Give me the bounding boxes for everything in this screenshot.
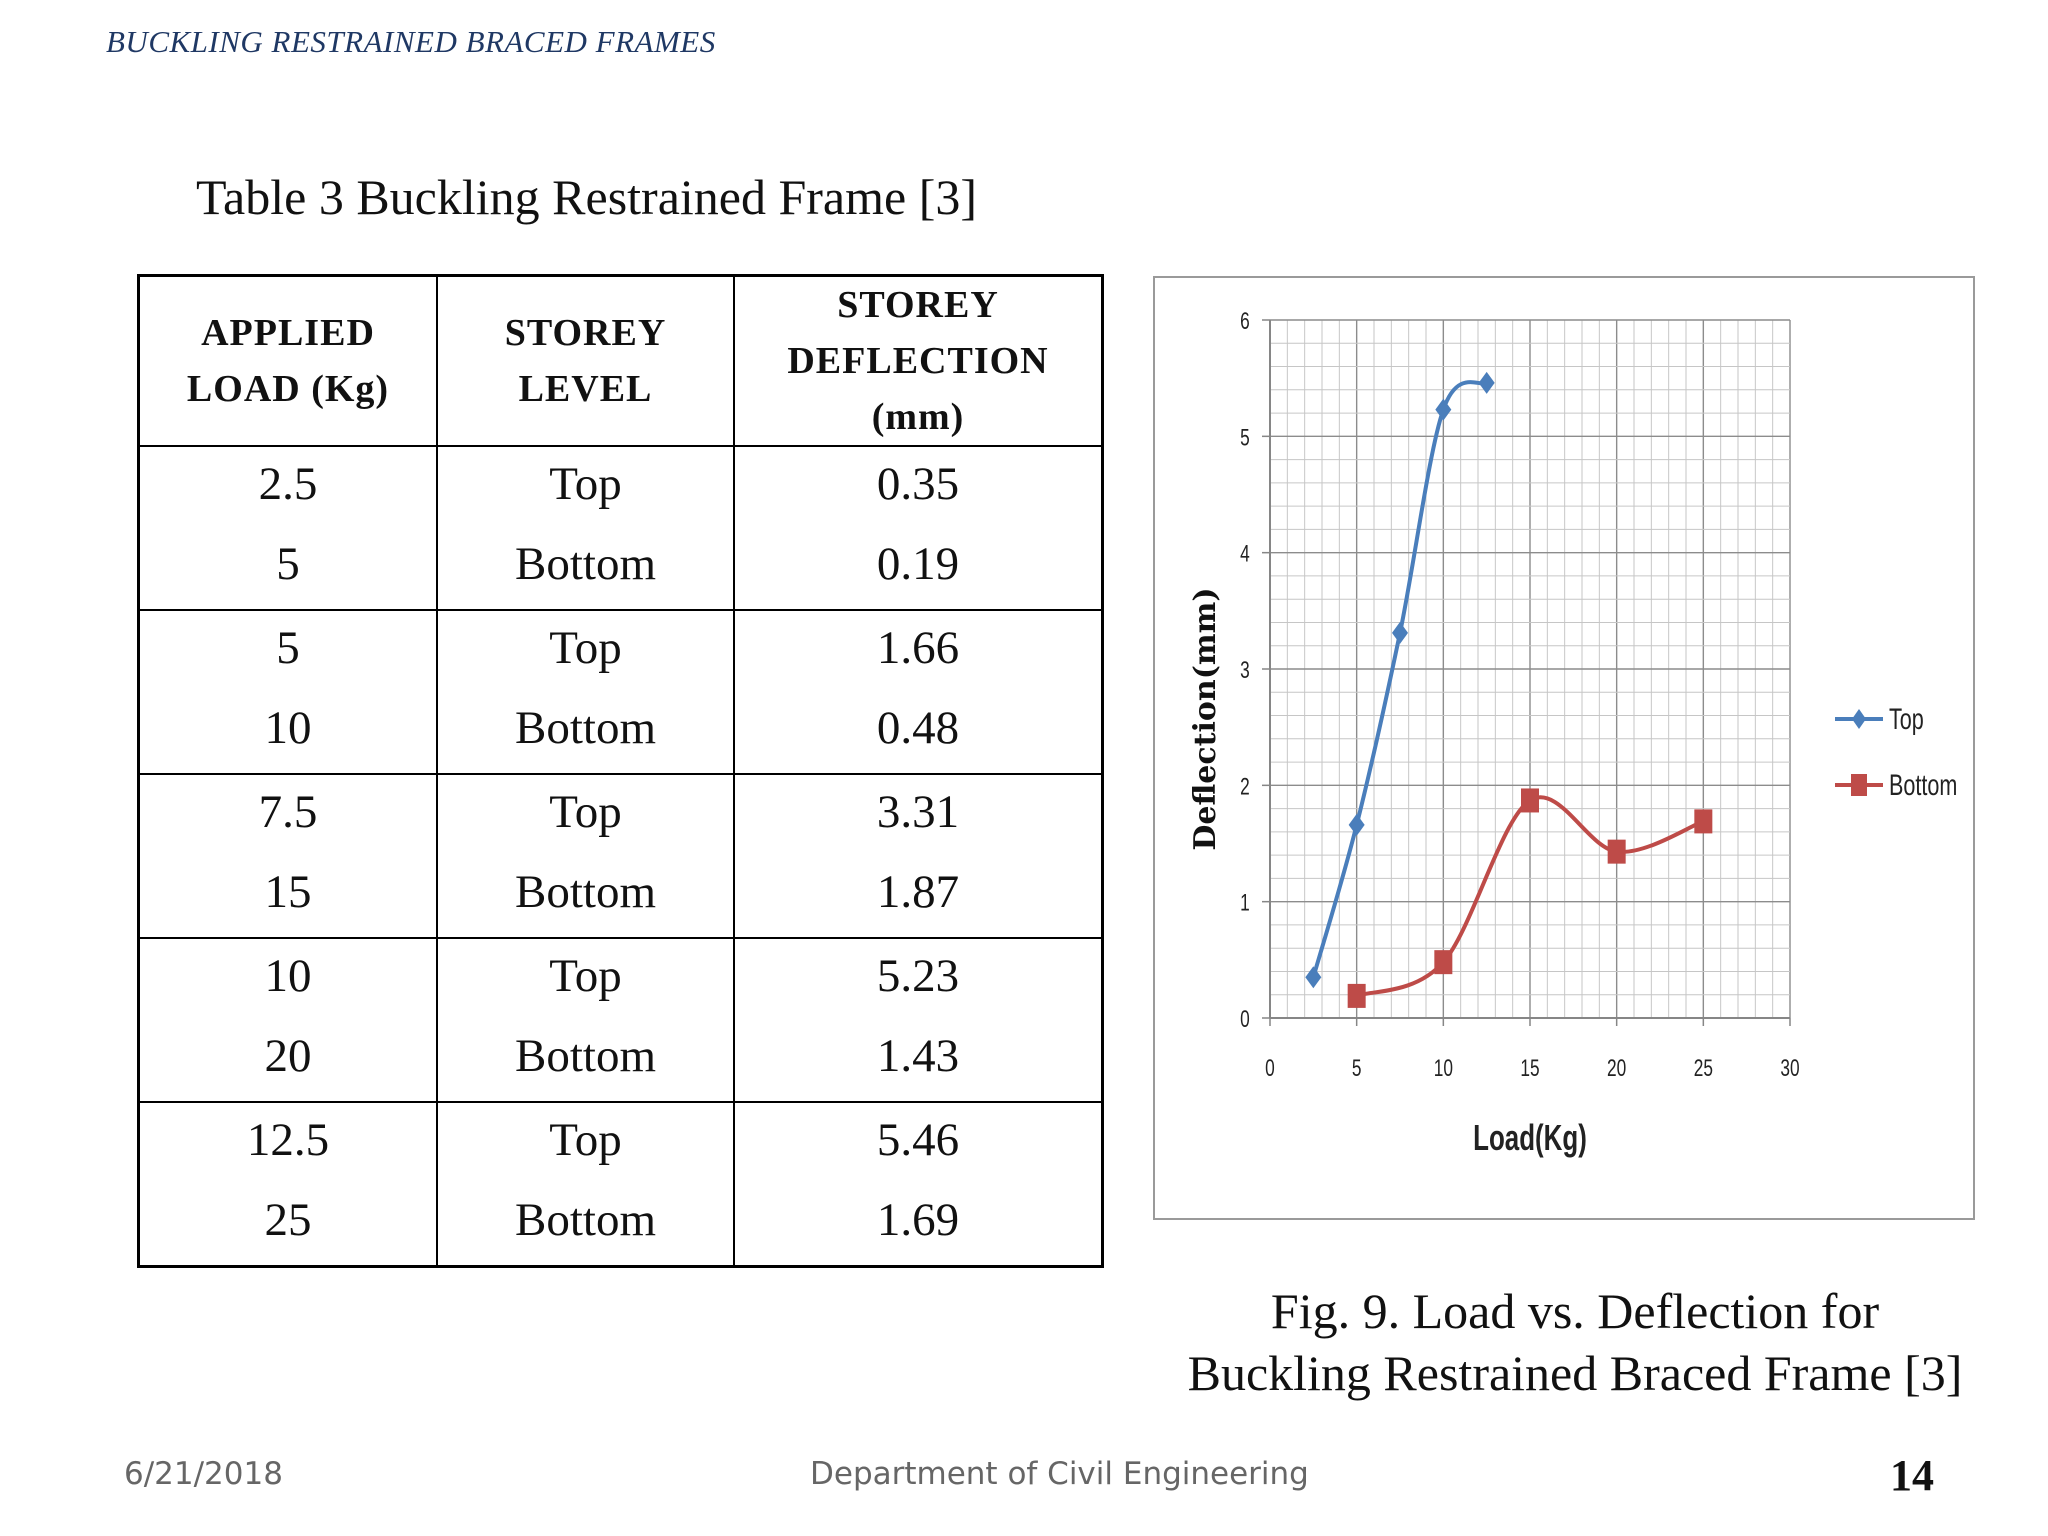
data-point-top bbox=[1305, 966, 1322, 989]
table-header-row: APPLIED LOAD (Kg) STOREY LEVEL STOREY DE… bbox=[137, 274, 1104, 447]
cell-level: Top Bottom bbox=[436, 773, 735, 939]
cell-level: Top Bottom bbox=[436, 609, 735, 775]
cell-load: 5 10 bbox=[137, 609, 438, 775]
x-tick-label: 15 bbox=[1520, 1055, 1539, 1081]
data-point-top bbox=[1392, 621, 1408, 644]
cell-load: 2.5 5 bbox=[137, 445, 438, 611]
data-point-bottom bbox=[1347, 983, 1366, 1008]
y-tick-label: 3 bbox=[1240, 657, 1250, 683]
legend-marker-bottom bbox=[1851, 774, 1867, 796]
load-deflection-chart: 0 5 10 15 20 25 30 0 1 2 3 4 5 6 Load(Kg) Deflection(mm… bbox=[1188, 308, 1957, 1158]
cell-deflection: 1.66 0.48 bbox=[733, 609, 1104, 775]
footer-date: 6/21/2018 bbox=[124, 1456, 283, 1492]
data-point-top bbox=[1348, 813, 1365, 836]
cell-load: 10 20 bbox=[137, 937, 438, 1103]
results-table: APPLIED LOAD (Kg) STOREY LEVEL STOREY DE… bbox=[137, 274, 1104, 1268]
header-storey-level: STOREY LEVEL bbox=[436, 274, 735, 447]
cell-deflection: 5.46 1.69 bbox=[733, 1101, 1104, 1268]
legend-label-bottom: Bottom bbox=[1889, 767, 1957, 801]
x-tick-label: 0 bbox=[1265, 1055, 1275, 1081]
data-point-bottom bbox=[1434, 950, 1453, 975]
y-tick-label: 0 bbox=[1240, 1006, 1250, 1032]
slide-header-title: BUCKLING RESTRAINED BRACED FRAMES bbox=[106, 24, 716, 59]
y-tick-label: 6 bbox=[1240, 308, 1250, 334]
x-tick-label: 10 bbox=[1434, 1055, 1453, 1081]
y-tick-label: 5 bbox=[1240, 425, 1250, 451]
chart-frame: 0 5 10 15 20 25 30 0 1 2 3 4 5 6 Load(Kg) Deflection(mm… bbox=[1153, 276, 1975, 1220]
x-tick-label: 25 bbox=[1694, 1055, 1713, 1081]
data-point-bottom bbox=[1694, 809, 1713, 834]
data-point-top bbox=[1435, 398, 1452, 421]
figure-caption: Fig. 9. Load vs. Deflection for Buckling… bbox=[1150, 1280, 2000, 1404]
x-tick-label: 5 bbox=[1352, 1055, 1362, 1081]
cell-load: 12.5 25 bbox=[137, 1101, 438, 1268]
figure-caption-line2: Buckling Restrained Braced Frame [3] bbox=[1187, 1345, 1963, 1401]
data-point-bottom bbox=[1607, 839, 1626, 864]
cell-load: 7.5 15 bbox=[137, 773, 438, 939]
header-applied-load: APPLIED LOAD (Kg) bbox=[137, 274, 438, 447]
y-tick-label: 1 bbox=[1240, 890, 1250, 916]
table-caption: Table 3 Buckling Restrained Frame [3] bbox=[196, 169, 978, 225]
cell-deflection: 5.23 1.43 bbox=[733, 937, 1104, 1103]
cell-level: Top Bottom bbox=[436, 445, 735, 611]
data-point-bottom bbox=[1521, 788, 1539, 813]
page-number: 14 bbox=[1890, 1451, 1934, 1500]
cell-deflection: 3.31 1.87 bbox=[733, 773, 1104, 939]
y-tick-label: 2 bbox=[1240, 774, 1250, 800]
y-axis-label: Deflection(mm) bbox=[1188, 587, 1223, 850]
header-storey-deflection: STOREY DEFLECTION (mm) bbox=[733, 274, 1104, 447]
x-tick-label: 20 bbox=[1607, 1055, 1626, 1081]
x-axis-label: Load(Kg) bbox=[1473, 1118, 1587, 1158]
cell-level: Top Bottom bbox=[436, 937, 735, 1103]
figure-caption-line1: Fig. 9. Load vs. Deflection for bbox=[1270, 1283, 1880, 1339]
legend-label-top: Top bbox=[1889, 701, 1924, 735]
table-row: 7.5 15 Top Bottom 3.31 1.87 bbox=[137, 773, 1104, 939]
footer-department: Department of Civil Engineering bbox=[810, 1456, 1309, 1492]
table-row: 5 10 Top Bottom 1.66 0.48 bbox=[137, 609, 1104, 775]
legend-marker-top bbox=[1852, 709, 1866, 729]
y-tick-label: 4 bbox=[1240, 541, 1250, 567]
table-row: 2.5 5 Top Bottom 0.35 0.19 bbox=[137, 445, 1104, 611]
table-row: 10 20 Top Bottom 5.23 1.43 bbox=[137, 937, 1104, 1103]
cell-deflection: 0.35 0.19 bbox=[733, 445, 1104, 611]
table-row: 12.5 25 Top Bottom 5.46 1.69 bbox=[137, 1101, 1104, 1268]
cell-level: Top Bottom bbox=[436, 1101, 735, 1268]
data-point-top bbox=[1478, 371, 1495, 394]
x-tick-label: 30 bbox=[1780, 1055, 1799, 1081]
